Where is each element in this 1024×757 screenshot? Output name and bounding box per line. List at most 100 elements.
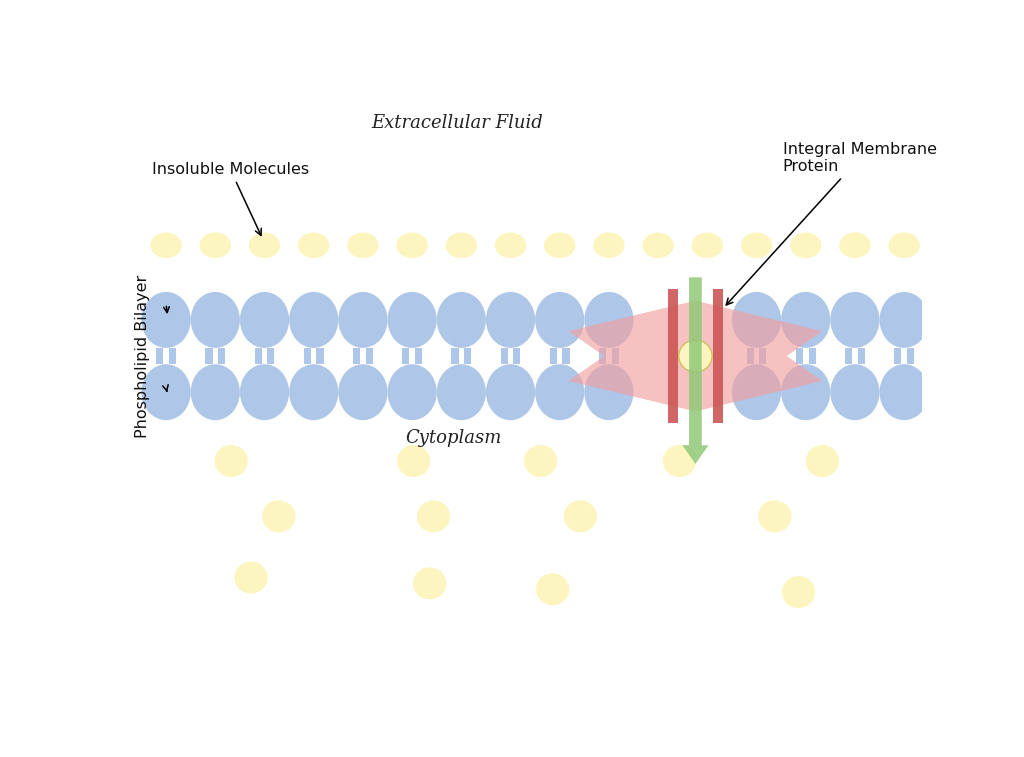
Bar — [169, 348, 176, 364]
Ellipse shape — [151, 232, 182, 258]
Ellipse shape — [289, 292, 338, 348]
Ellipse shape — [791, 232, 821, 258]
Bar — [760, 348, 766, 364]
Ellipse shape — [781, 292, 830, 348]
Ellipse shape — [413, 567, 446, 600]
Ellipse shape — [536, 292, 585, 348]
Bar — [550, 348, 557, 364]
Bar — [796, 348, 803, 364]
Ellipse shape — [679, 340, 712, 372]
Bar — [501, 348, 508, 364]
Ellipse shape — [782, 576, 815, 608]
Text: Insoluble Molecules: Insoluble Molecules — [152, 162, 309, 235]
Text: Extracellular Fluid: Extracellular Fluid — [372, 114, 543, 132]
Ellipse shape — [732, 364, 781, 420]
Ellipse shape — [190, 364, 240, 420]
Bar — [415, 348, 422, 364]
Bar — [402, 348, 410, 364]
Bar — [907, 348, 914, 364]
Text: Phospholipid Bilayer: Phospholipid Bilayer — [135, 275, 150, 438]
Ellipse shape — [338, 364, 387, 420]
Ellipse shape — [593, 232, 625, 258]
Ellipse shape — [262, 500, 296, 532]
Ellipse shape — [880, 292, 929, 348]
Bar — [206, 348, 213, 364]
Ellipse shape — [585, 292, 634, 348]
Ellipse shape — [486, 364, 536, 420]
Ellipse shape — [298, 232, 330, 258]
Ellipse shape — [190, 292, 240, 348]
Ellipse shape — [234, 562, 267, 593]
Ellipse shape — [214, 445, 248, 477]
FancyArrow shape — [682, 277, 709, 464]
Ellipse shape — [289, 364, 338, 420]
Bar — [316, 348, 324, 364]
Bar — [562, 348, 569, 364]
Ellipse shape — [240, 364, 289, 420]
Bar — [845, 348, 852, 364]
Bar — [464, 348, 471, 364]
Bar — [858, 348, 865, 364]
Ellipse shape — [585, 364, 634, 420]
Ellipse shape — [544, 232, 575, 258]
Bar — [353, 348, 360, 364]
Ellipse shape — [387, 292, 436, 348]
Ellipse shape — [486, 292, 536, 348]
Ellipse shape — [495, 232, 526, 258]
Ellipse shape — [758, 500, 792, 532]
Polygon shape — [695, 301, 822, 411]
Ellipse shape — [417, 500, 451, 532]
Ellipse shape — [524, 445, 557, 477]
Bar — [956, 348, 964, 364]
Bar — [713, 289, 723, 423]
Ellipse shape — [396, 232, 428, 258]
Bar — [894, 348, 901, 364]
Ellipse shape — [889, 232, 920, 258]
Ellipse shape — [240, 292, 289, 348]
Ellipse shape — [880, 364, 929, 420]
Bar — [746, 348, 754, 364]
Bar — [267, 348, 274, 364]
Bar — [157, 348, 163, 364]
Text: Cytoplasm: Cytoplasm — [406, 428, 502, 447]
Ellipse shape — [830, 292, 880, 348]
Bar — [218, 348, 225, 364]
Ellipse shape — [397, 445, 430, 477]
Ellipse shape — [563, 500, 597, 532]
Ellipse shape — [840, 232, 870, 258]
Ellipse shape — [781, 364, 830, 420]
Bar — [611, 348, 618, 364]
Ellipse shape — [249, 232, 281, 258]
Ellipse shape — [200, 232, 231, 258]
Ellipse shape — [436, 292, 486, 348]
Ellipse shape — [732, 292, 781, 348]
Ellipse shape — [691, 232, 723, 258]
Bar — [513, 348, 520, 364]
Ellipse shape — [445, 232, 477, 258]
Ellipse shape — [141, 292, 190, 348]
Text: Integral Membrane
Protein: Integral Membrane Protein — [726, 142, 937, 305]
Ellipse shape — [806, 445, 839, 477]
Ellipse shape — [642, 232, 674, 258]
Bar — [943, 348, 950, 364]
Ellipse shape — [387, 364, 436, 420]
Ellipse shape — [929, 292, 978, 348]
Ellipse shape — [830, 364, 880, 420]
Polygon shape — [568, 301, 695, 411]
Bar — [452, 348, 459, 364]
Ellipse shape — [536, 573, 569, 606]
Bar — [599, 348, 606, 364]
Ellipse shape — [536, 364, 585, 420]
Ellipse shape — [338, 292, 387, 348]
Ellipse shape — [929, 364, 978, 420]
Bar — [668, 289, 678, 423]
Ellipse shape — [436, 364, 486, 420]
Ellipse shape — [347, 232, 379, 258]
Bar — [809, 348, 816, 364]
Ellipse shape — [740, 232, 772, 258]
Bar — [304, 348, 311, 364]
Ellipse shape — [663, 445, 696, 477]
Bar — [366, 348, 373, 364]
Bar — [255, 348, 262, 364]
Ellipse shape — [141, 364, 190, 420]
